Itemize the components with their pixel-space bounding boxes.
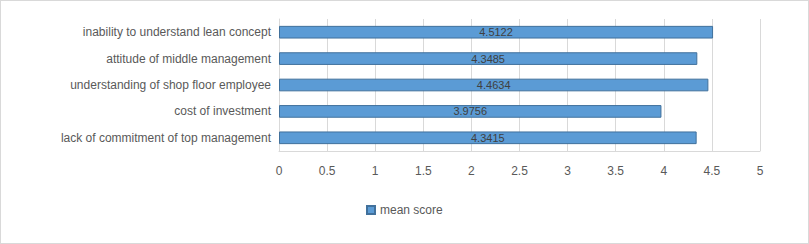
svg-text:1: 1 (372, 164, 379, 178)
svg-text:4.3415: 4.3415 (471, 132, 505, 144)
svg-text:3.5: 3.5 (607, 164, 624, 178)
svg-text:0: 0 (276, 164, 283, 178)
svg-text:inability to understand lean c: inability to understand lean concept (83, 25, 272, 39)
svg-text:attitude of middle management: attitude of middle management (106, 52, 271, 66)
svg-text:2: 2 (468, 164, 475, 178)
svg-text:4: 4 (660, 164, 667, 178)
svg-text:mean score: mean score (380, 203, 443, 217)
svg-text:3: 3 (564, 164, 571, 178)
svg-text:lack of commitment of top mana: lack of commitment of top management (61, 131, 272, 145)
svg-text:4.4634: 4.4634 (477, 79, 511, 91)
svg-text:understanding of shop floor em: understanding of shop floor employee (70, 78, 271, 92)
svg-text:4.5122: 4.5122 (479, 26, 513, 38)
svg-text:4.3485: 4.3485 (471, 53, 505, 65)
svg-text:1.5: 1.5 (415, 164, 432, 178)
svg-text:5: 5 (757, 164, 764, 178)
svg-text:cost of investment: cost of investment (174, 104, 271, 118)
svg-text:3.9756: 3.9756 (453, 105, 487, 117)
svg-text:0.5: 0.5 (319, 164, 336, 178)
svg-text:2.5: 2.5 (511, 164, 528, 178)
svg-text:4.5: 4.5 (704, 164, 721, 178)
